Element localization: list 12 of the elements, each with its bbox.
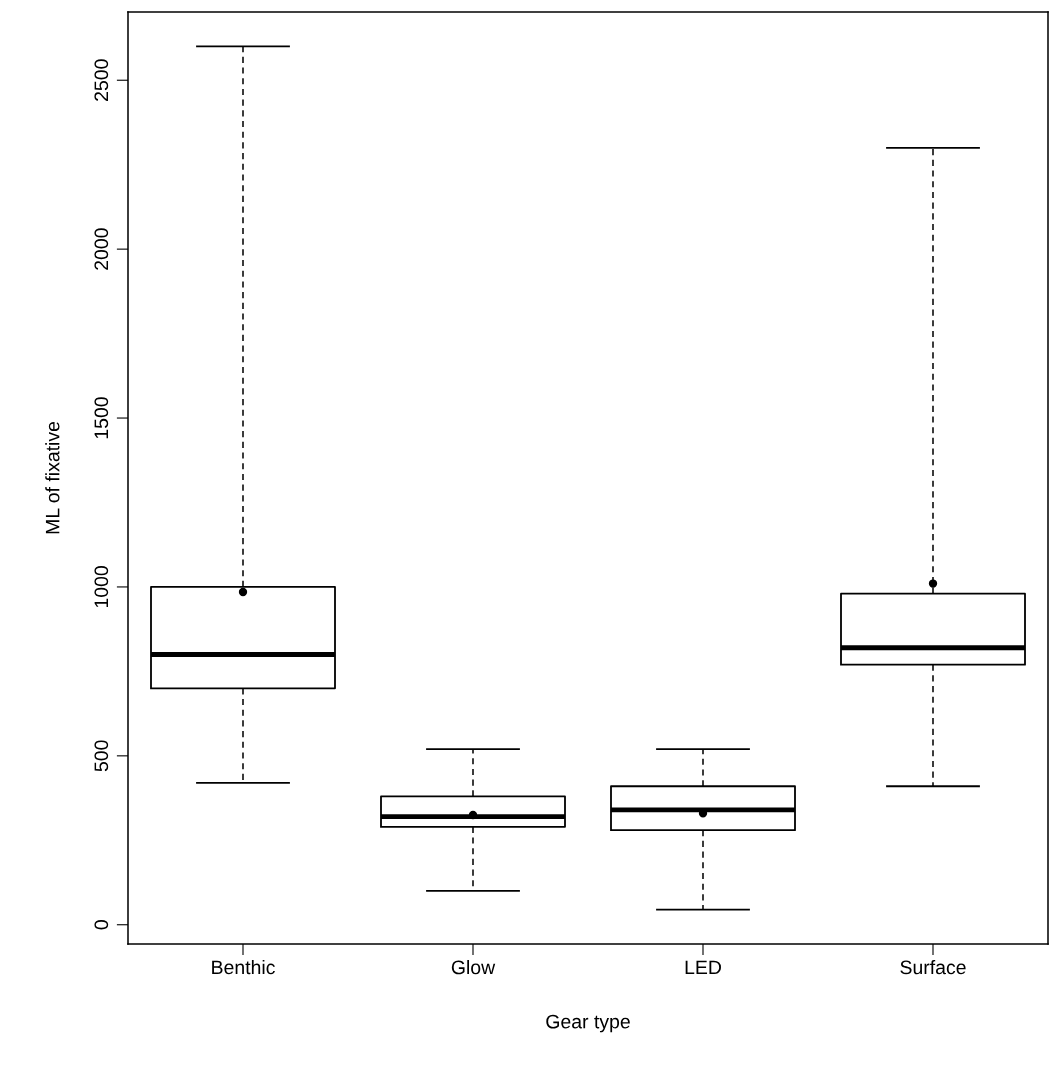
x-tick-label: Benthic [212,959,275,975]
y-tick-label: 1500 [94,397,109,439]
y-tick-label: 2500 [94,59,109,101]
x-tick-label: Glow [451,959,496,975]
x-axis-title: Gear type [546,1014,630,1033]
y-axis-title: ML of fixative [45,421,60,534]
x-tick-label: LED [685,960,721,975]
y-tick-label: 500 [94,740,109,772]
y-tick-label: 2000 [94,228,109,270]
x-tick-label: Surface [900,959,966,975]
y-tick-label: 1000 [94,566,109,608]
y-tick-label: 0 [94,920,109,930]
